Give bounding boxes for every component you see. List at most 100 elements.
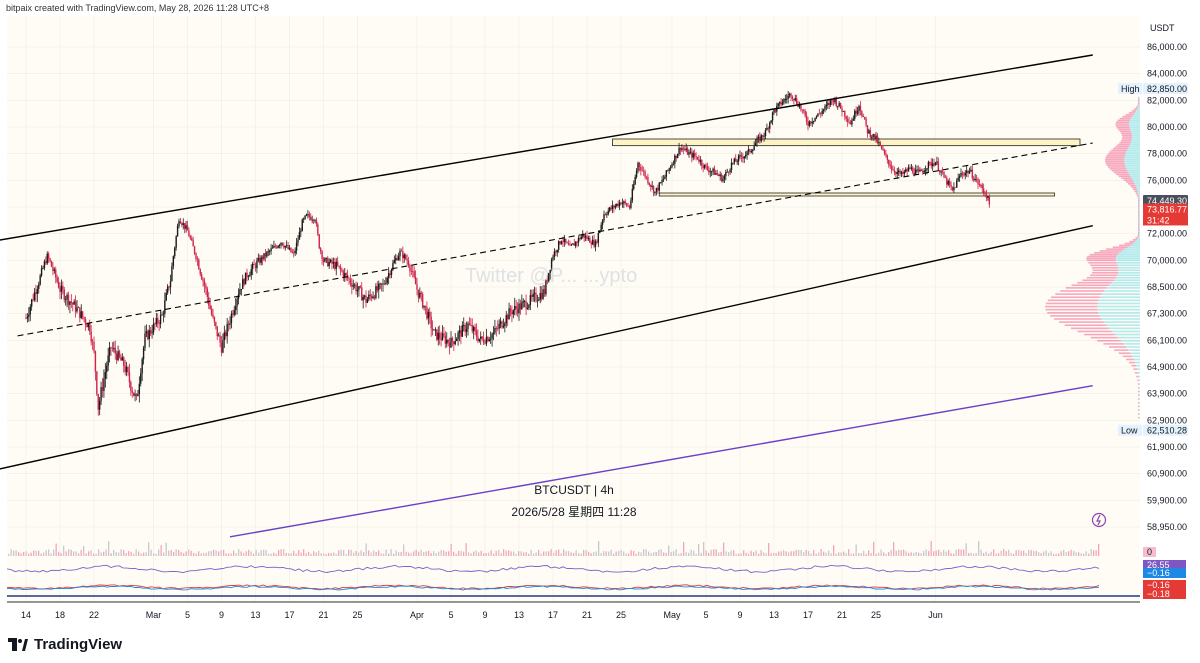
volume-bar [1073,550,1075,556]
volume-profile-bar-pink [1070,327,1109,330]
candle-body [348,278,350,280]
candle-body [586,235,588,240]
candle-body [151,332,153,334]
candle-body [837,105,839,107]
candle-body [219,335,221,343]
candle-body [253,263,255,265]
candle-body [501,321,503,328]
candle-body [117,351,119,361]
candle-body [395,258,397,261]
volume-profile-bar-cyan [1130,175,1140,178]
candle-body [892,169,894,171]
candle-body [376,286,379,291]
volume-profile-bar-cyan [1128,123,1140,125]
candle-body [226,323,228,337]
volume-bar [28,553,30,556]
candle-body [667,170,669,172]
volume-bar [1025,552,1027,556]
volume-profile-bar-pink [1099,250,1122,252]
purple-trend-line [229,384,1093,538]
chart-container[interactable]: Twitter @P... ...ypto BTCUSDT | 4h 2026/… [0,0,1200,630]
candle-body [614,205,617,208]
candle-body [829,100,832,105]
candle-body [342,271,345,277]
volume-profile-bar-pink [1129,184,1136,187]
volume-bar [873,541,875,556]
volume-bar [1068,551,1070,556]
volume-bar [995,553,997,556]
tradingview-logo[interactable]: TradingView [8,636,122,653]
volume-bar [355,550,357,556]
candle-body [647,176,649,183]
volume-bar [793,551,795,556]
candle-body [740,155,743,158]
volume-profile-bar-cyan [1139,197,1140,200]
candle-body [251,263,254,270]
candle-body [820,113,822,115]
candle-body [141,359,143,374]
volume-bar [830,553,832,556]
candle-body [332,262,335,264]
volume-bar [413,551,415,556]
candle-body [767,127,770,129]
volume-profile-bar-pink [1112,246,1128,249]
candle-body [492,332,495,335]
tradingview-logo-icon [8,637,28,651]
volume-bar [1018,549,1020,556]
candle-body [576,241,578,243]
volume-bar [550,549,552,556]
volume-bar [533,553,535,556]
candle-body [484,342,486,344]
volume-bar [168,550,170,556]
candle-body [212,314,214,318]
volume-profile-bar-pink [1137,196,1139,198]
volume-bar [190,550,192,556]
volume-bar [1080,553,1082,556]
candle-body [890,166,893,170]
volume-profile-bar-pink [1113,147,1128,150]
volume-profile-bar-cyan [1136,239,1140,241]
volume-bar [928,551,930,556]
candle-body [584,235,587,238]
volume-profile-bar-pink [1138,216,1140,219]
volume-bar [1023,550,1025,556]
channel-upper-line [0,54,1093,241]
volume-bar [795,549,797,556]
candle-body [804,110,806,116]
candle-body [250,269,252,276]
candle-body [199,269,201,275]
candle-body [108,347,111,356]
candle-body [246,272,248,278]
volume-profile-bar-cyan [1139,398,1140,400]
candle-body [260,256,262,263]
candle-body [770,120,772,123]
candle-body [917,169,920,172]
candle-body [104,372,107,379]
volume-profile-bar-pink [1138,209,1140,211]
candle-body [702,165,704,168]
volume-bar [925,549,927,556]
lightning-icon[interactable] [1091,512,1107,528]
volume-bar [75,551,77,556]
candle-body [753,146,755,150]
volume-bar [120,549,122,556]
candle-body [91,341,94,343]
candle-body [675,155,677,159]
candle-body [567,243,570,245]
volume-bar [768,542,770,556]
candle-body [601,220,604,225]
candle-body [186,225,189,231]
volume-bar [765,553,767,556]
price-chart[interactable]: Twitter @P... ...ypto BTCUSDT | 4h 2026/… [0,0,1200,630]
candle-body [611,205,614,210]
candle-body [424,305,427,307]
volume-bar [818,552,820,556]
candle-body [73,301,75,305]
low-label: Low [1121,426,1138,436]
high-price-tag-bg [1143,83,1188,94]
candle-body [978,184,981,185]
time-tick-label: Jun [928,610,943,620]
candle-body [370,295,373,299]
volume-bar [115,552,117,556]
volume-bar [943,549,945,556]
